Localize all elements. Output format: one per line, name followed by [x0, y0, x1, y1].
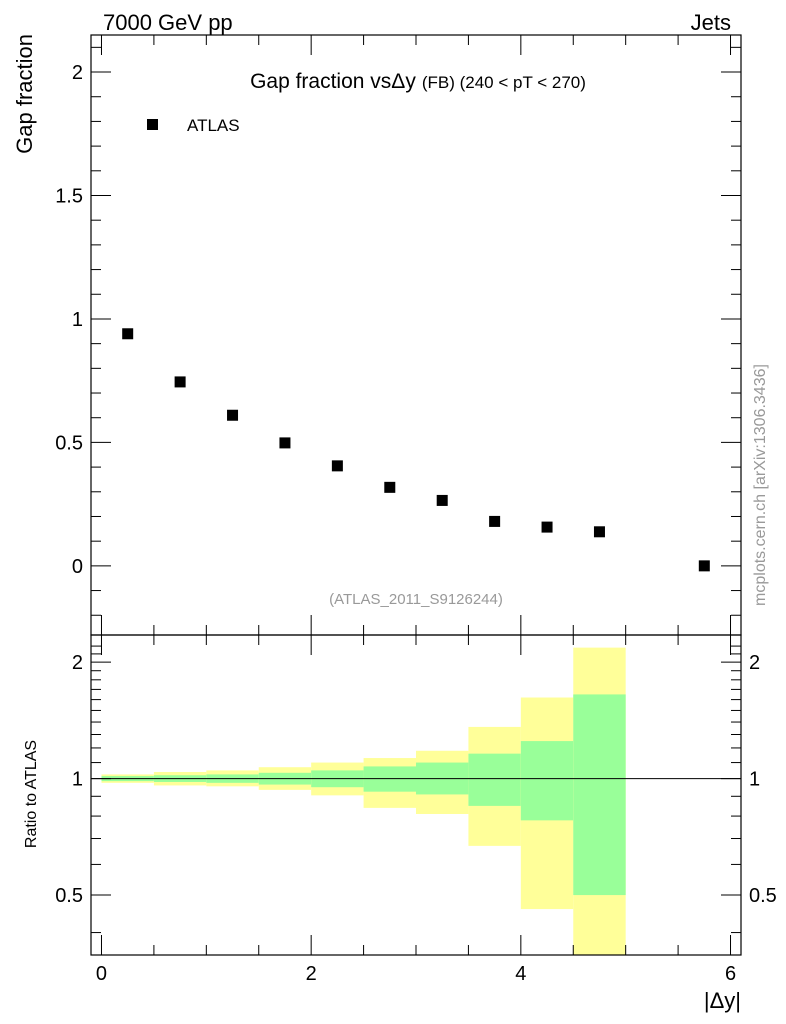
legend-marker	[147, 119, 158, 130]
main-y-tick-label: 1	[72, 309, 83, 331]
ratio-y-tick-labels: 0.5 0.5 1 1 2 2	[55, 652, 777, 907]
main-y-tick-label: 1.5	[55, 185, 83, 207]
analysis-watermark: (ATLAS_2011_S9126244)	[329, 591, 503, 608]
inner-uncertainty-band	[573, 694, 626, 896]
main-y-tick-label: 2	[72, 62, 83, 84]
ratio-x-tick-label: 2	[306, 963, 317, 985]
data-point	[489, 515, 501, 527]
data-point	[174, 376, 186, 388]
data-point	[122, 328, 134, 340]
main-y-tick-labels: 0 0.5 1 1.5 2	[55, 62, 83, 578]
ratio-y-tick-label-right: 1	[749, 769, 760, 791]
ratio-x-tick-label: 6	[725, 963, 736, 985]
plot-title-sub: (FB) (240 < pT < 270)	[422, 73, 586, 92]
data-point	[384, 481, 396, 493]
ratio-x-tick-label: 0	[96, 963, 107, 985]
source-watermark: mcplots.cern.ch [arXiv:1306.3436]	[752, 364, 769, 606]
ratio-tick-marks	[91, 635, 741, 955]
main-y-tick-label: 0.5	[55, 432, 83, 454]
legend-label: ATLAS	[187, 116, 240, 135]
data-points	[122, 328, 710, 572]
ratio-x-tick-labels: 0 2 4 6	[96, 963, 736, 985]
main-y-tick-label: 0	[72, 556, 83, 578]
beam-label: 7000 GeV pp	[103, 10, 233, 35]
x-axis-title: |Δy|	[704, 988, 741, 1013]
ratio-panel: 0.5 0.5 1 1 2 2 0 2 4 6 Ratio to ATLAS |Δy|	[23, 634, 777, 1013]
data-point	[541, 521, 553, 533]
main-panel: 0 0.5 1 1.5 2 Gap fraction Gap fraction vsΔy…	[12, 34, 742, 636]
main-tick-marks	[91, 35, 741, 635]
data-point	[227, 409, 239, 421]
ratio-bands	[101, 647, 626, 955]
ratio-y-tick-label-left: 0.5	[55, 885, 83, 907]
ratio-y-tick-label-left: 2	[72, 652, 83, 674]
ratio-frame	[90, 634, 742, 956]
data-point	[593, 526, 605, 538]
ratio-y-tick-label-left: 1	[72, 769, 83, 791]
ratio-y-tick-label-right: 0.5	[749, 885, 777, 907]
data-point	[279, 437, 291, 449]
plot-title-main: Gap fraction vsΔy	[250, 70, 416, 93]
inner-uncertainty-band	[468, 753, 521, 806]
data-point	[331, 460, 343, 472]
ratio-y-tick-label-right: 2	[749, 652, 760, 674]
y-axis-title: Gap fraction	[12, 34, 37, 154]
inner-uncertainty-band	[520, 741, 574, 821]
ratio-x-tick-label: 4	[515, 963, 526, 985]
plot-title: Gap fraction vsΔy (FB) (240 < pT < 270)	[250, 70, 586, 93]
data-point	[436, 494, 448, 506]
process-label: Jets	[691, 10, 731, 35]
ratio-y-axis-title: Ratio to ATLAS	[23, 740, 40, 848]
data-point	[698, 560, 710, 572]
